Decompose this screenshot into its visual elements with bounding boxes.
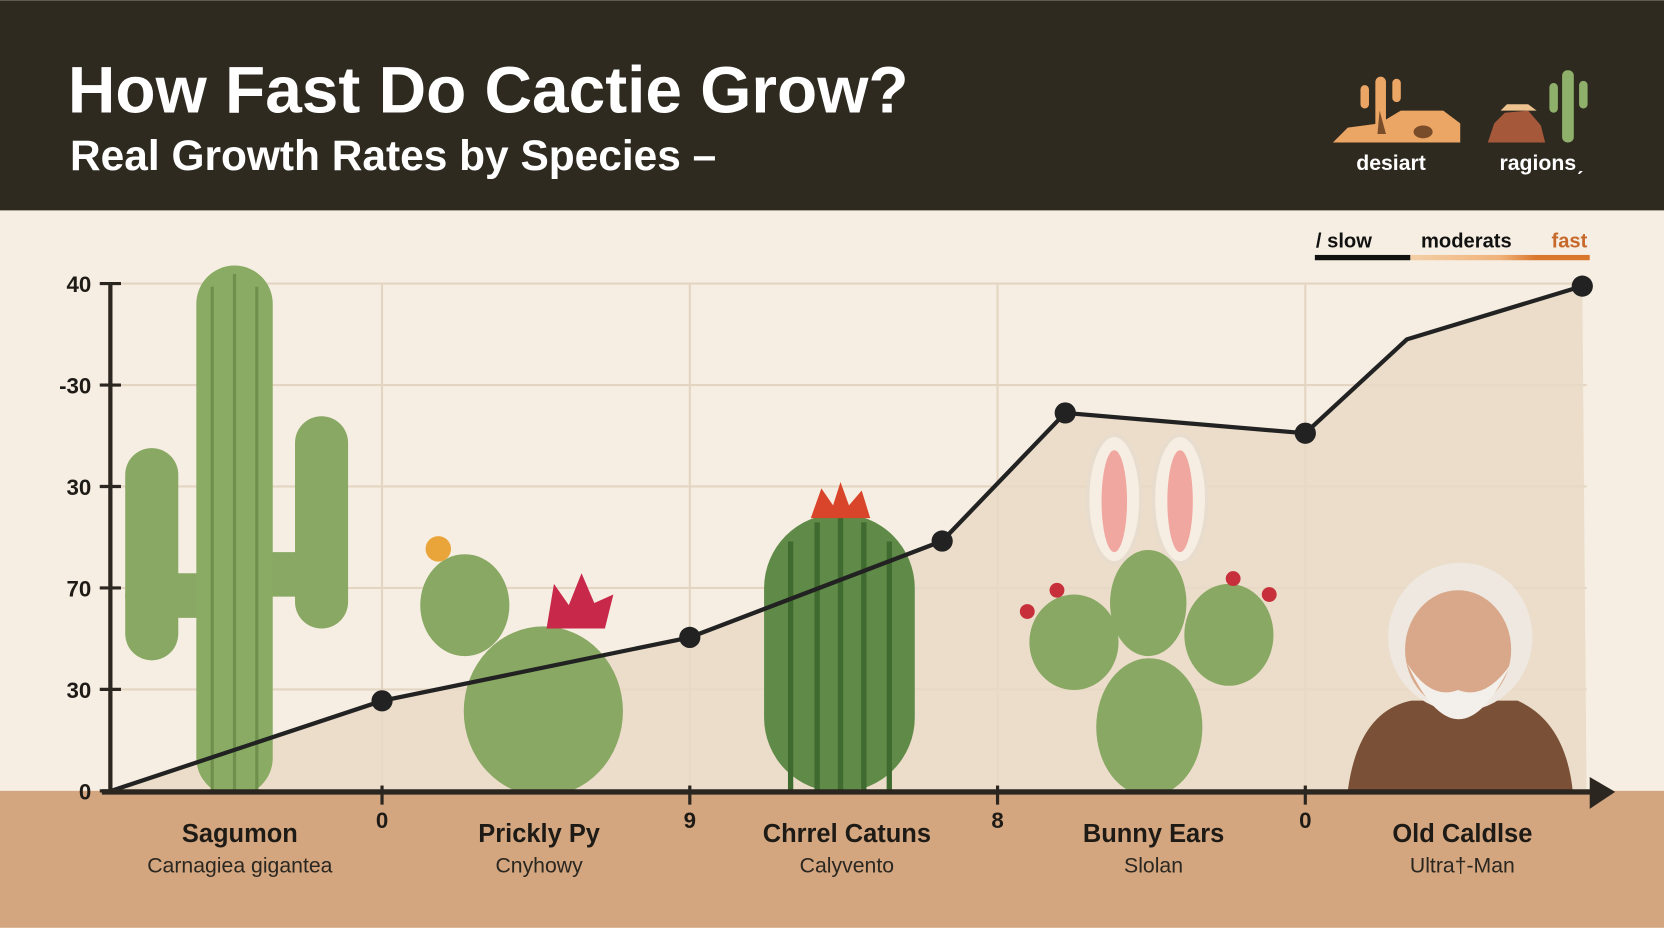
- ground-band: [0, 790, 1664, 928]
- data-point: [371, 690, 393, 712]
- legend-bar-moderate-fast: [1410, 254, 1590, 261]
- category-subtitle: Carnagiea gigantea: [147, 855, 332, 878]
- category-name: Bunny Ears: [1083, 820, 1224, 848]
- y-tick-label: 30: [66, 475, 91, 500]
- barrel-cactus-icon: [764, 482, 915, 792]
- category-name: Prickly Py: [478, 820, 601, 848]
- chart-subtitle: Real Growth Rates by Species –: [70, 132, 716, 179]
- x-tick-label: 0: [376, 808, 388, 833]
- old-man-cactus-icon: [1347, 562, 1573, 791]
- data-point: [1054, 402, 1076, 424]
- legend-label-slow: / slow: [1316, 231, 1372, 253]
- header-icon-label-regions: ragionsˏ: [1500, 152, 1584, 175]
- legend-label-moderate: moderats: [1421, 231, 1512, 253]
- growth-line: [110, 284, 1583, 793]
- desert-cactus-icon: [1332, 76, 1461, 143]
- y-tick-label: 0: [79, 779, 91, 804]
- legend: / slow moderats fast: [1314, 231, 1590, 261]
- x-tick-label: 9: [684, 808, 696, 833]
- category-subtitle: Calyvento: [800, 855, 894, 878]
- bunny-ears-cactus-icon: [1019, 433, 1277, 797]
- data-point: [1294, 422, 1316, 444]
- rock-cactus-icon: [1487, 70, 1588, 143]
- prickly-pear-cactus-icon: [420, 536, 623, 797]
- category-subtitle: Ultra†-Man: [1410, 855, 1515, 878]
- legend-bar-slow: [1314, 254, 1411, 261]
- saguaro-cactus-icon: [125, 265, 349, 797]
- header-band: [0, 0, 1664, 211]
- category-name: Old Caldlse: [1392, 820, 1532, 848]
- data-point: [1571, 275, 1593, 297]
- x-tick-label: 8: [991, 808, 1003, 833]
- category-subtitle: Slolan: [1124, 855, 1183, 878]
- data-point: [679, 626, 701, 649]
- category-name: Sagumon: [182, 820, 298, 848]
- x-tick-label: 0: [1299, 808, 1311, 833]
- y-tick-label: 70: [66, 576, 91, 601]
- x-axis-arrow-icon: [1589, 777, 1616, 809]
- y-tick-label: -30: [59, 374, 91, 399]
- category-name: Chrrel Catuns: [763, 820, 931, 848]
- y-tick-label: 30: [66, 678, 91, 703]
- y-tick-label: 40: [66, 272, 91, 297]
- header-icon-label-desert: desiart: [1356, 152, 1426, 175]
- chart-title: How Fast Do Cactie Grow?: [68, 53, 909, 127]
- category-subtitle: Cnyhowy: [495, 855, 583, 878]
- legend-label-fast: fast: [1552, 231, 1588, 253]
- data-point: [931, 530, 953, 552]
